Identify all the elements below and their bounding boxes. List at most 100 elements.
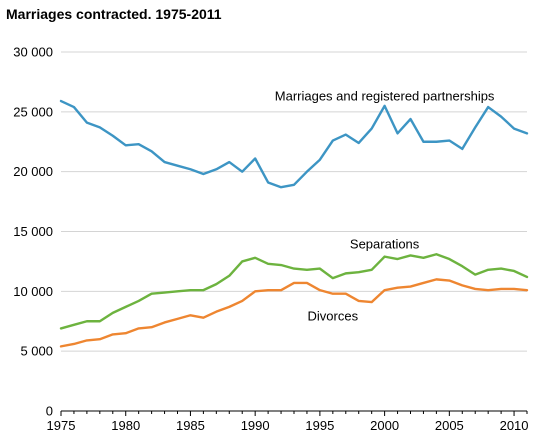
y-tick-label: 20 000: [13, 164, 53, 179]
data-point: [215, 283, 217, 285]
data-point: [435, 141, 437, 143]
data-point: [396, 132, 399, 134]
data-point: [280, 289, 282, 291]
data-point: [176, 165, 179, 167]
data-point: [138, 143, 140, 145]
data-point: [125, 306, 127, 308]
data-point: [293, 184, 295, 186]
data-point: [280, 264, 282, 266]
data-point: [215, 311, 217, 313]
data-point: [306, 282, 308, 284]
data-point: [409, 118, 412, 120]
data-point: [202, 317, 204, 319]
data-point: [396, 287, 399, 289]
series-line-0: [59, 99, 529, 189]
data-point: [332, 139, 334, 142]
data-point: [267, 289, 269, 291]
data-point: [125, 144, 127, 146]
data-point: [448, 139, 450, 142]
y-tick-label: 30 000: [13, 45, 53, 60]
data-point: [112, 312, 114, 314]
data-point: [293, 282, 295, 284]
data-point: [138, 327, 140, 330]
data-point: [345, 272, 347, 274]
data-point: [99, 320, 101, 322]
data-point: [306, 269, 308, 271]
data-point: [396, 258, 399, 260]
data-point: [409, 254, 412, 257]
data-point: [86, 339, 88, 341]
data-point: [254, 157, 256, 160]
x-tick-label: 2005: [435, 418, 464, 433]
x-tick-label: 1995: [305, 418, 334, 433]
series-label-1: Separations: [350, 237, 420, 252]
data-point: [73, 324, 75, 326]
data-point: [319, 159, 321, 161]
data-point: [487, 269, 489, 271]
data-point: [176, 318, 179, 320]
data-point: [487, 289, 489, 291]
data-point: [228, 161, 230, 163]
data-point: [228, 275, 230, 277]
y-tick-label: 15 000: [13, 224, 53, 239]
data-point: [474, 273, 476, 276]
x-tick-label: 2000: [370, 418, 399, 433]
data-point: [461, 265, 463, 267]
x-tick-label: 1980: [111, 418, 140, 433]
data-point: [60, 327, 62, 330]
data-point: [73, 106, 75, 108]
data-point: [358, 271, 360, 273]
data-point: [461, 284, 463, 286]
data-point: [254, 290, 256, 292]
data-point: [371, 127, 373, 130]
data-point: [60, 345, 62, 347]
data-point: [99, 126, 101, 128]
data-point: [189, 289, 192, 291]
data-point: [384, 105, 386, 107]
data-point: [163, 161, 166, 163]
data-point: [151, 326, 153, 328]
data-point: [448, 279, 450, 282]
series-line-2: [59, 278, 529, 348]
data-point: [358, 300, 360, 302]
data-point: [202, 173, 204, 175]
data-point: [280, 186, 282, 188]
data-point: [319, 289, 321, 291]
data-point: [60, 100, 62, 102]
data-point: [435, 278, 437, 280]
data-point: [306, 171, 308, 173]
data-point: [176, 290, 179, 292]
axes: 0 5 000 10 000 15 000 20 000 25 000 30 000 1975…: [13, 45, 528, 434]
data-point: [125, 332, 127, 334]
data-point: [319, 267, 321, 270]
data-point: [151, 293, 153, 295]
data-point: [371, 301, 373, 303]
data-point: [86, 320, 88, 322]
data-point: [474, 126, 476, 128]
data-point: [112, 135, 114, 137]
data-point: [228, 306, 230, 308]
data-point: [99, 338, 101, 340]
data-point: [345, 133, 347, 136]
y-tick-label: 5 000: [20, 344, 53, 359]
data-point: [345, 293, 347, 295]
data-point: [513, 288, 515, 290]
y-tick-label: 10 000: [13, 284, 53, 299]
data-point: [86, 122, 88, 124]
data-point: [332, 293, 334, 295]
data-point: [293, 267, 295, 270]
data-point: [151, 150, 153, 152]
data-point: [138, 300, 140, 302]
data-point: [202, 289, 204, 291]
data-point: [409, 285, 412, 288]
x-tick-label: 1990: [241, 418, 270, 433]
data-point: [474, 288, 476, 290]
data-point: [267, 181, 269, 184]
data-point: [267, 263, 269, 265]
data-point: [422, 282, 425, 284]
x-tick-label: 2010: [500, 418, 529, 433]
data-point: [435, 253, 437, 255]
data-point: [215, 168, 217, 170]
data-point: [371, 269, 373, 271]
y-tick-label: 0: [46, 404, 53, 419]
